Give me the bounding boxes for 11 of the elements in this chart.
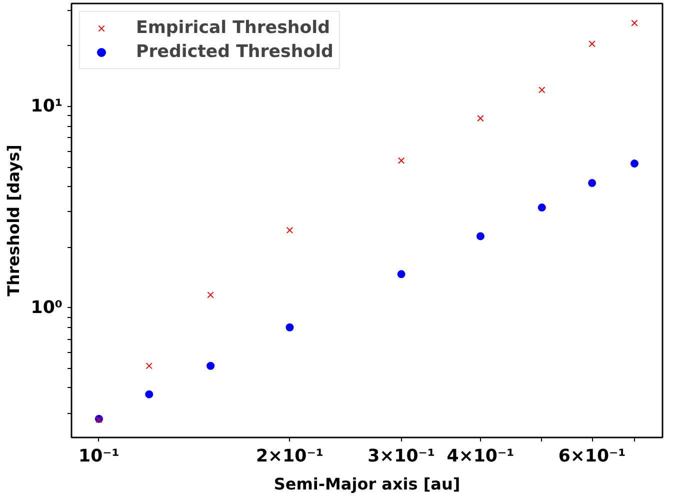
y-tick-label: 10⁰ [30,298,63,318]
x-tick-label: 3×10⁻¹ [368,446,436,466]
x-tick-label: 10⁻¹ [78,446,120,466]
legend-label: Empirical Threshold [136,18,330,38]
y-axis-title: Threshold [days] [4,144,23,296]
x-tick-label: 6×10⁻¹ [558,446,626,466]
x-axis-title: Semi-Major axis [au] [274,474,460,494]
x-tick-label: 2×10⁻¹ [256,446,324,466]
x-tick-label: 4×10⁻¹ [446,446,514,466]
y-tick-label: 10¹ [30,96,63,117]
legend-label: Predicted Threshold [136,42,334,62]
